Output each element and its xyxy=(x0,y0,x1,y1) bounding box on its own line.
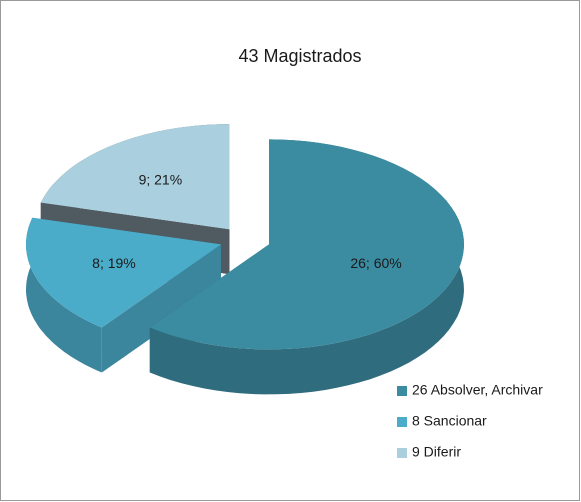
data-label: 9; 21% xyxy=(139,172,183,188)
legend-swatch xyxy=(397,448,407,458)
legend-label: 26 Absolver, Archivar xyxy=(412,382,543,398)
data-label: 8; 19% xyxy=(92,255,136,271)
slice xyxy=(26,217,221,328)
slice xyxy=(40,124,230,230)
chart-title: 43 Magistrados xyxy=(238,46,361,66)
slice xyxy=(149,139,465,350)
slice-wall xyxy=(26,217,102,373)
legend-label: 8 Sancionar xyxy=(412,413,487,429)
data-label: 26; 60% xyxy=(350,255,401,271)
legend-label: 9 Diferir xyxy=(412,444,461,460)
legend-swatch xyxy=(397,417,407,427)
legend-swatch xyxy=(397,386,407,396)
